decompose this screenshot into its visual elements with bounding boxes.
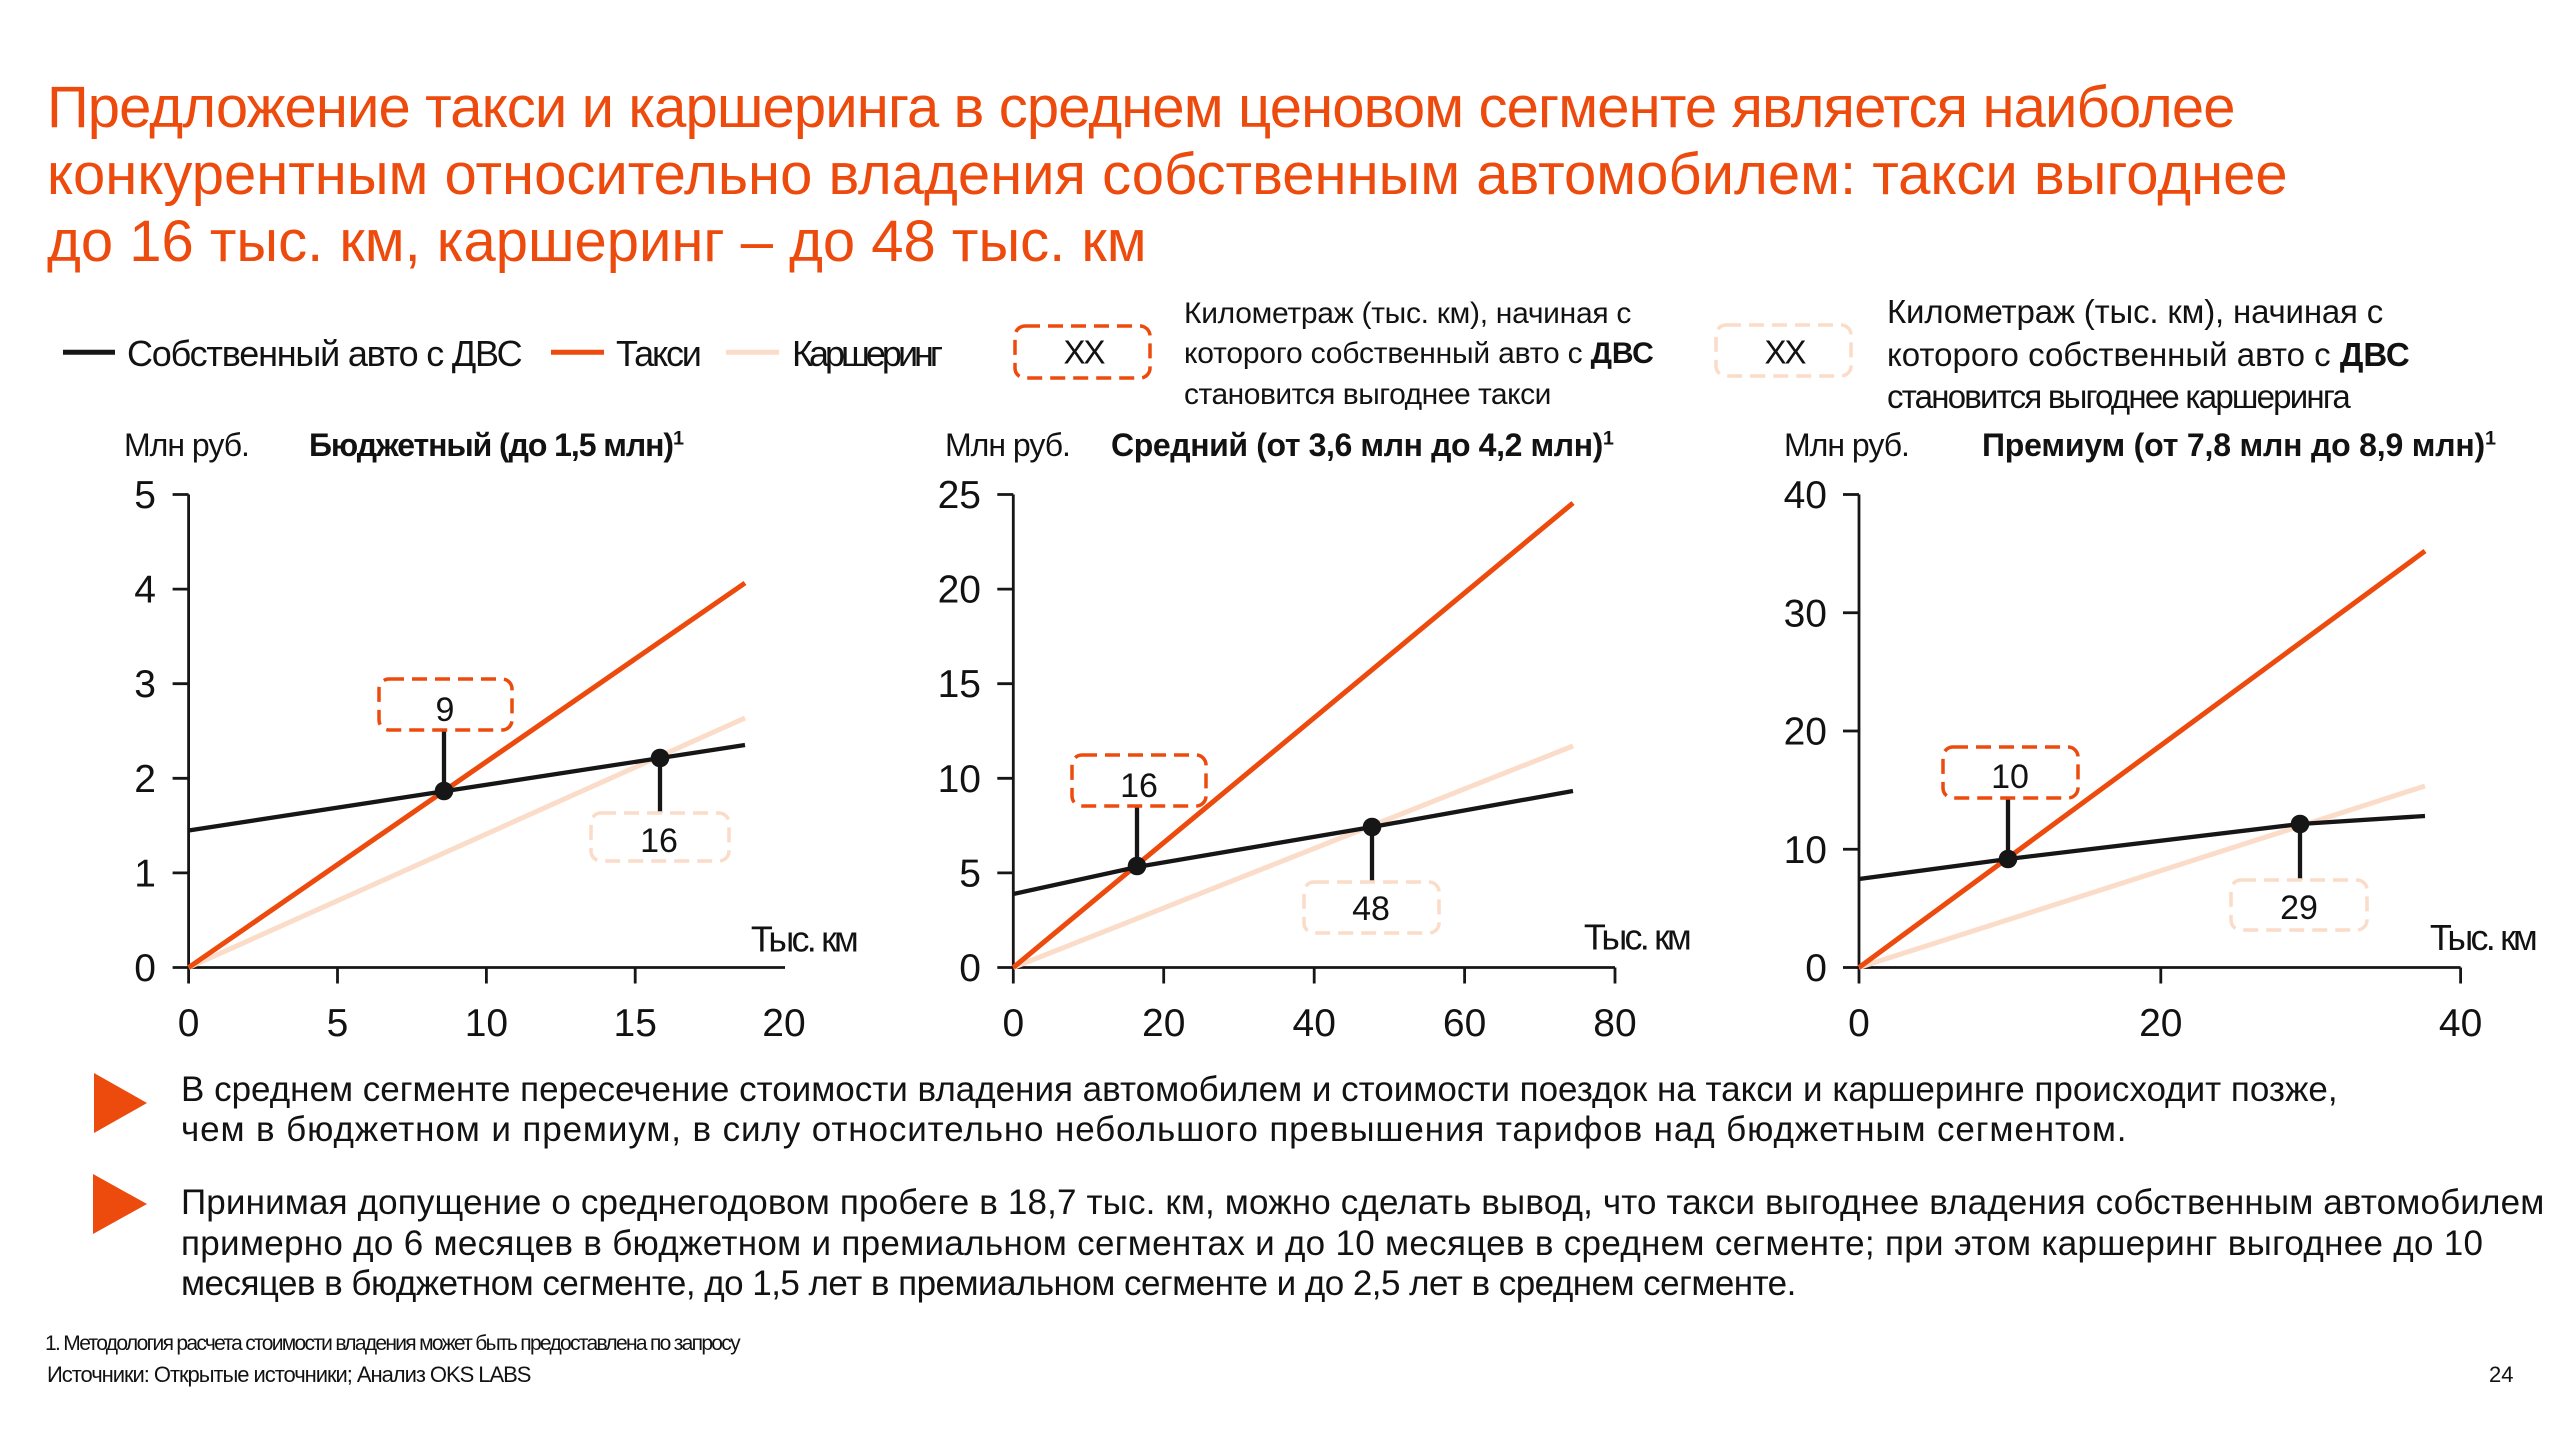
svg-text:XX: XX <box>1063 334 1105 371</box>
svg-text:0: 0 <box>1805 947 1827 990</box>
svg-text:5: 5 <box>959 852 981 895</box>
svg-text:5: 5 <box>327 1002 349 1045</box>
svg-text:XX: XX <box>1764 334 1806 371</box>
svg-text:Тыс. км: Тыс. км <box>751 919 857 960</box>
svg-text:30: 30 <box>1784 592 1827 635</box>
svg-text:16: 16 <box>1120 767 1158 805</box>
svg-text:15: 15 <box>938 663 981 706</box>
svg-text:20: 20 <box>762 1002 805 1045</box>
svg-text:10: 10 <box>938 758 981 801</box>
svg-text:3: 3 <box>134 663 156 706</box>
svg-text:10: 10 <box>465 1002 508 1045</box>
svg-text:20: 20 <box>2139 1002 2182 1045</box>
svg-text:9: 9 <box>436 691 455 729</box>
svg-text:0: 0 <box>1002 1002 1024 1045</box>
svg-text:4: 4 <box>134 569 156 612</box>
svg-text:25: 25 <box>938 474 981 517</box>
svg-text:1: 1 <box>134 852 156 895</box>
svg-text:0: 0 <box>178 1002 200 1045</box>
svg-text:48: 48 <box>1352 890 1390 928</box>
svg-text:20: 20 <box>1784 711 1827 754</box>
svg-text:10: 10 <box>1991 758 2029 796</box>
svg-text:5: 5 <box>134 474 156 517</box>
svg-text:40: 40 <box>2439 1002 2482 1045</box>
svg-text:40: 40 <box>1784 474 1827 517</box>
svg-text:0: 0 <box>134 947 156 990</box>
svg-text:Тыс. км: Тыс. км <box>2430 917 2536 958</box>
svg-text:Тыс. км: Тыс. км <box>1584 917 1690 958</box>
svg-text:15: 15 <box>614 1002 657 1045</box>
svg-text:20: 20 <box>938 569 981 612</box>
svg-text:40: 40 <box>1293 1002 1336 1045</box>
svg-text:20: 20 <box>1142 1002 1185 1045</box>
svg-text:0: 0 <box>959 947 981 990</box>
svg-text:80: 80 <box>1593 1002 1636 1045</box>
svg-text:0: 0 <box>1848 1002 1870 1045</box>
svg-text:29: 29 <box>2280 889 2318 927</box>
svg-text:60: 60 <box>1443 1002 1486 1045</box>
svg-text:10: 10 <box>1784 829 1827 872</box>
svg-text:16: 16 <box>640 822 678 860</box>
svg-text:2: 2 <box>134 758 156 801</box>
